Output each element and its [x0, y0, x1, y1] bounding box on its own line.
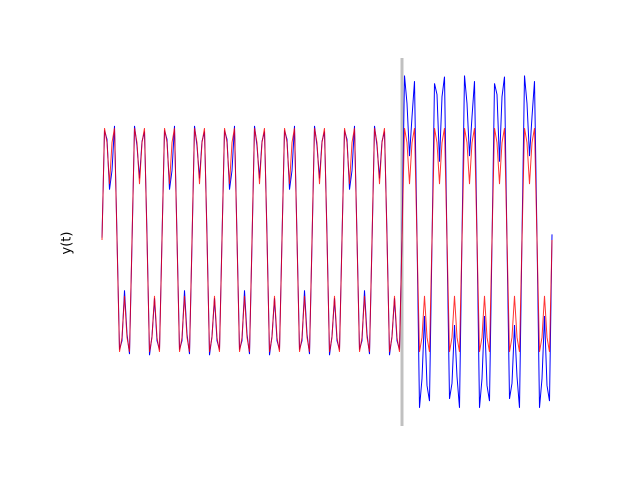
- y-axis-label: y(t): [60, 232, 75, 255]
- data-line: [101, 128, 553, 352]
